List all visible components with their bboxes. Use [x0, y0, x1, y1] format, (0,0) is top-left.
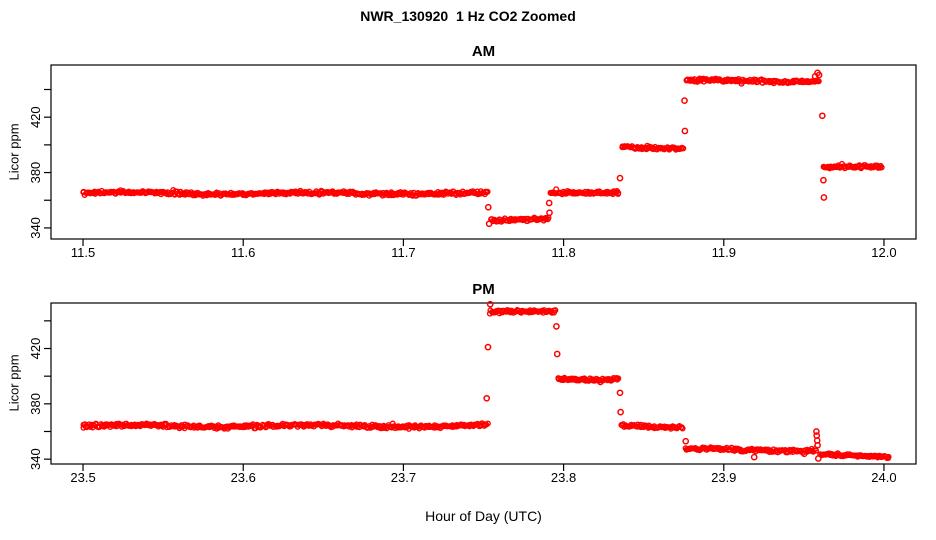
svg-text:23.6: 23.6	[231, 470, 256, 485]
svg-text:24.0: 24.0	[871, 470, 896, 485]
chart-main-title: NWR_130920 1 Hz CO2 Zoomed	[360, 8, 576, 24]
pm-panel: 23.5 23.6 23.7 23.8 23.9 24.0 340 380 420	[28, 300, 917, 485]
pm-plot-box	[50, 302, 917, 465]
svg-text:23.9: 23.9	[711, 470, 736, 485]
x-axis-label: Hour of Day (UTC)	[425, 508, 542, 524]
am-panel-title: AM	[471, 43, 496, 60]
am-y-axis: 340 380 420	[28, 88, 51, 239]
svg-text:12.0: 12.0	[871, 245, 896, 260]
pm-data-points	[80, 307, 892, 462]
svg-text:11.7: 11.7	[391, 245, 415, 260]
am-x-axis: 11.5 11.6 11.7 11.8 11.9 12.0	[71, 239, 897, 260]
svg-text:23.5: 23.5	[70, 470, 95, 485]
svg-text:340: 340	[28, 217, 43, 239]
pm-y-axis: 340 380 420	[28, 320, 51, 470]
am-outlier-points	[484, 69, 828, 228]
svg-text:11.9: 11.9	[712, 245, 736, 260]
svg-text:11.6: 11.6	[231, 245, 255, 260]
svg-text:420: 420	[28, 106, 43, 128]
svg-text:380: 380	[28, 162, 43, 184]
pm-outlier-points	[483, 300, 822, 462]
svg-text:420: 420	[28, 338, 43, 360]
svg-text:11.8: 11.8	[551, 245, 575, 260]
am-data-points	[80, 75, 885, 225]
svg-text:23.8: 23.8	[551, 470, 576, 485]
svg-text:340: 340	[28, 448, 43, 470]
pm-x-axis: 23.5 23.6 23.7 23.8 23.9 24.0	[70, 464, 897, 485]
svg-text:380: 380	[28, 393, 43, 415]
svg-text:11.5: 11.5	[71, 245, 95, 260]
svg-text:23.7: 23.7	[391, 470, 416, 485]
pm-panel-title: PM	[472, 281, 495, 298]
am-panel: 11.5 11.6 11.7 11.8 11.9 12.0 340 380 420	[28, 64, 917, 260]
am-plot-box	[50, 64, 917, 240]
